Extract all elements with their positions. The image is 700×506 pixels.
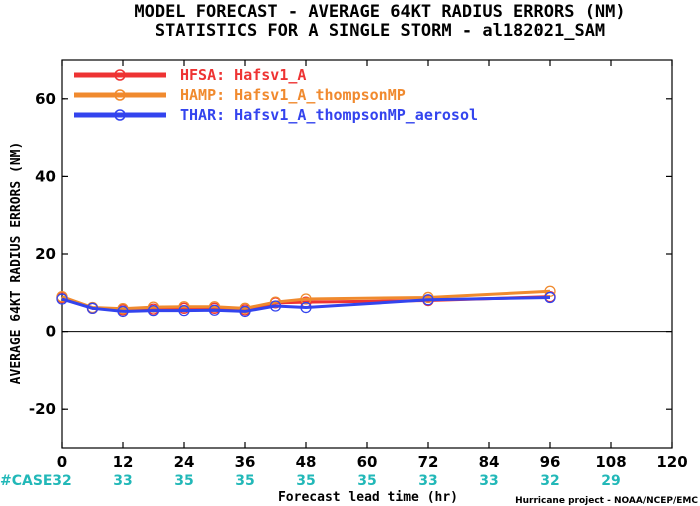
x-tick-label: 108 <box>595 453 626 471</box>
x-tick-label: 84 <box>479 453 500 471</box>
series-layer <box>56 285 556 318</box>
case-count: 35 <box>357 473 376 489</box>
chart-title: MODEL FORECAST - AVERAGE 64KT RADIUS ERR… <box>134 2 625 22</box>
case-count: 33 <box>418 473 437 489</box>
legend-label: HAMP: Hafsv1_A_thompsonMP <box>180 86 406 104</box>
x-tick-label: 48 <box>296 453 317 471</box>
case-count: 32 <box>540 473 559 489</box>
x-tick-label: 96 <box>540 453 561 471</box>
data-point <box>544 285 556 297</box>
legend-swatch-marker <box>114 89 126 101</box>
case-count: 35 <box>174 473 193 489</box>
data-point <box>300 293 312 305</box>
case-count: 32 <box>52 473 71 489</box>
x-tick-label: 72 <box>418 453 439 471</box>
data-point <box>147 304 160 317</box>
x-tick-label: 12 <box>113 453 134 471</box>
data-point <box>239 305 251 318</box>
y-tick-label: 20 <box>35 245 56 263</box>
legend-item-0: HFSA: Hafsv1_A <box>74 66 306 84</box>
data-point <box>147 301 160 313</box>
x-tick-label: 60 <box>357 453 378 471</box>
x-tick-label: 120 <box>656 453 687 471</box>
legend-label: THAR: Hafsv1_A_thompsonMP_aerosol <box>180 106 478 124</box>
case-count: 33 <box>479 473 498 489</box>
data-point <box>86 302 99 314</box>
x-tick-label: 24 <box>174 453 195 471</box>
case-label: #CASE <box>0 473 53 489</box>
data-point <box>239 302 251 314</box>
chart-subtitle: STATISTICS FOR A SINGLE STORM - al182021… <box>155 21 605 41</box>
data-point <box>269 300 282 312</box>
case-count: 29 <box>601 473 620 489</box>
data-point <box>208 301 221 313</box>
y-tick-label: 40 <box>35 167 56 185</box>
case-count: 35 <box>296 473 315 489</box>
series-2 <box>56 291 556 318</box>
legend-item-1: HAMP: Hafsv1_A_thompsonMP <box>74 86 406 104</box>
y-tick-label: -20 <box>29 400 56 418</box>
data-point <box>300 301 312 314</box>
y-tick-label: 0 <box>46 323 56 341</box>
data-point <box>208 304 221 316</box>
data-point <box>117 303 129 315</box>
data-point <box>56 293 68 305</box>
data-point <box>178 304 190 317</box>
y-axis-ticks: 60 40 20 0 -20 <box>29 90 672 418</box>
x-axis-label: Forecast lead time (hr) <box>278 490 458 505</box>
legend-swatch-marker <box>114 109 126 121</box>
y-tick-label: 60 <box>35 90 56 108</box>
case-count: 35 <box>235 473 254 489</box>
y-axis-label: AVERAGE 64KT RADIUS ERRORS (NM) <box>9 142 24 385</box>
data-point <box>544 291 556 304</box>
case-counts: 32 33 35 35 35 35 33 33 32 29 <box>52 473 620 489</box>
chart-legend: HFSA: Hafsv1_A HAMP: Hafsv1_A_thompsonMP T… <box>74 66 478 124</box>
credit-text: Hurricane project - NOAA/NCEP/EMC <box>515 496 698 506</box>
series-line <box>61 295 551 313</box>
x-tick-label: 0 <box>57 453 67 471</box>
data-point <box>117 305 129 318</box>
x-axis-ticks: 0 12 24 36 48 60 72 84 96 108 120 <box>57 60 688 471</box>
series-line <box>61 289 551 311</box>
legend-swatch-marker <box>114 69 126 81</box>
case-count: 33 <box>113 473 132 489</box>
x-tick-label: 36 <box>235 453 256 471</box>
legend-item-2: THAR: Hafsv1_A_thompsonMP_aerosol <box>74 106 478 124</box>
data-point <box>422 294 434 306</box>
legend-label: HFSA: Hafsv1_A <box>180 66 306 84</box>
